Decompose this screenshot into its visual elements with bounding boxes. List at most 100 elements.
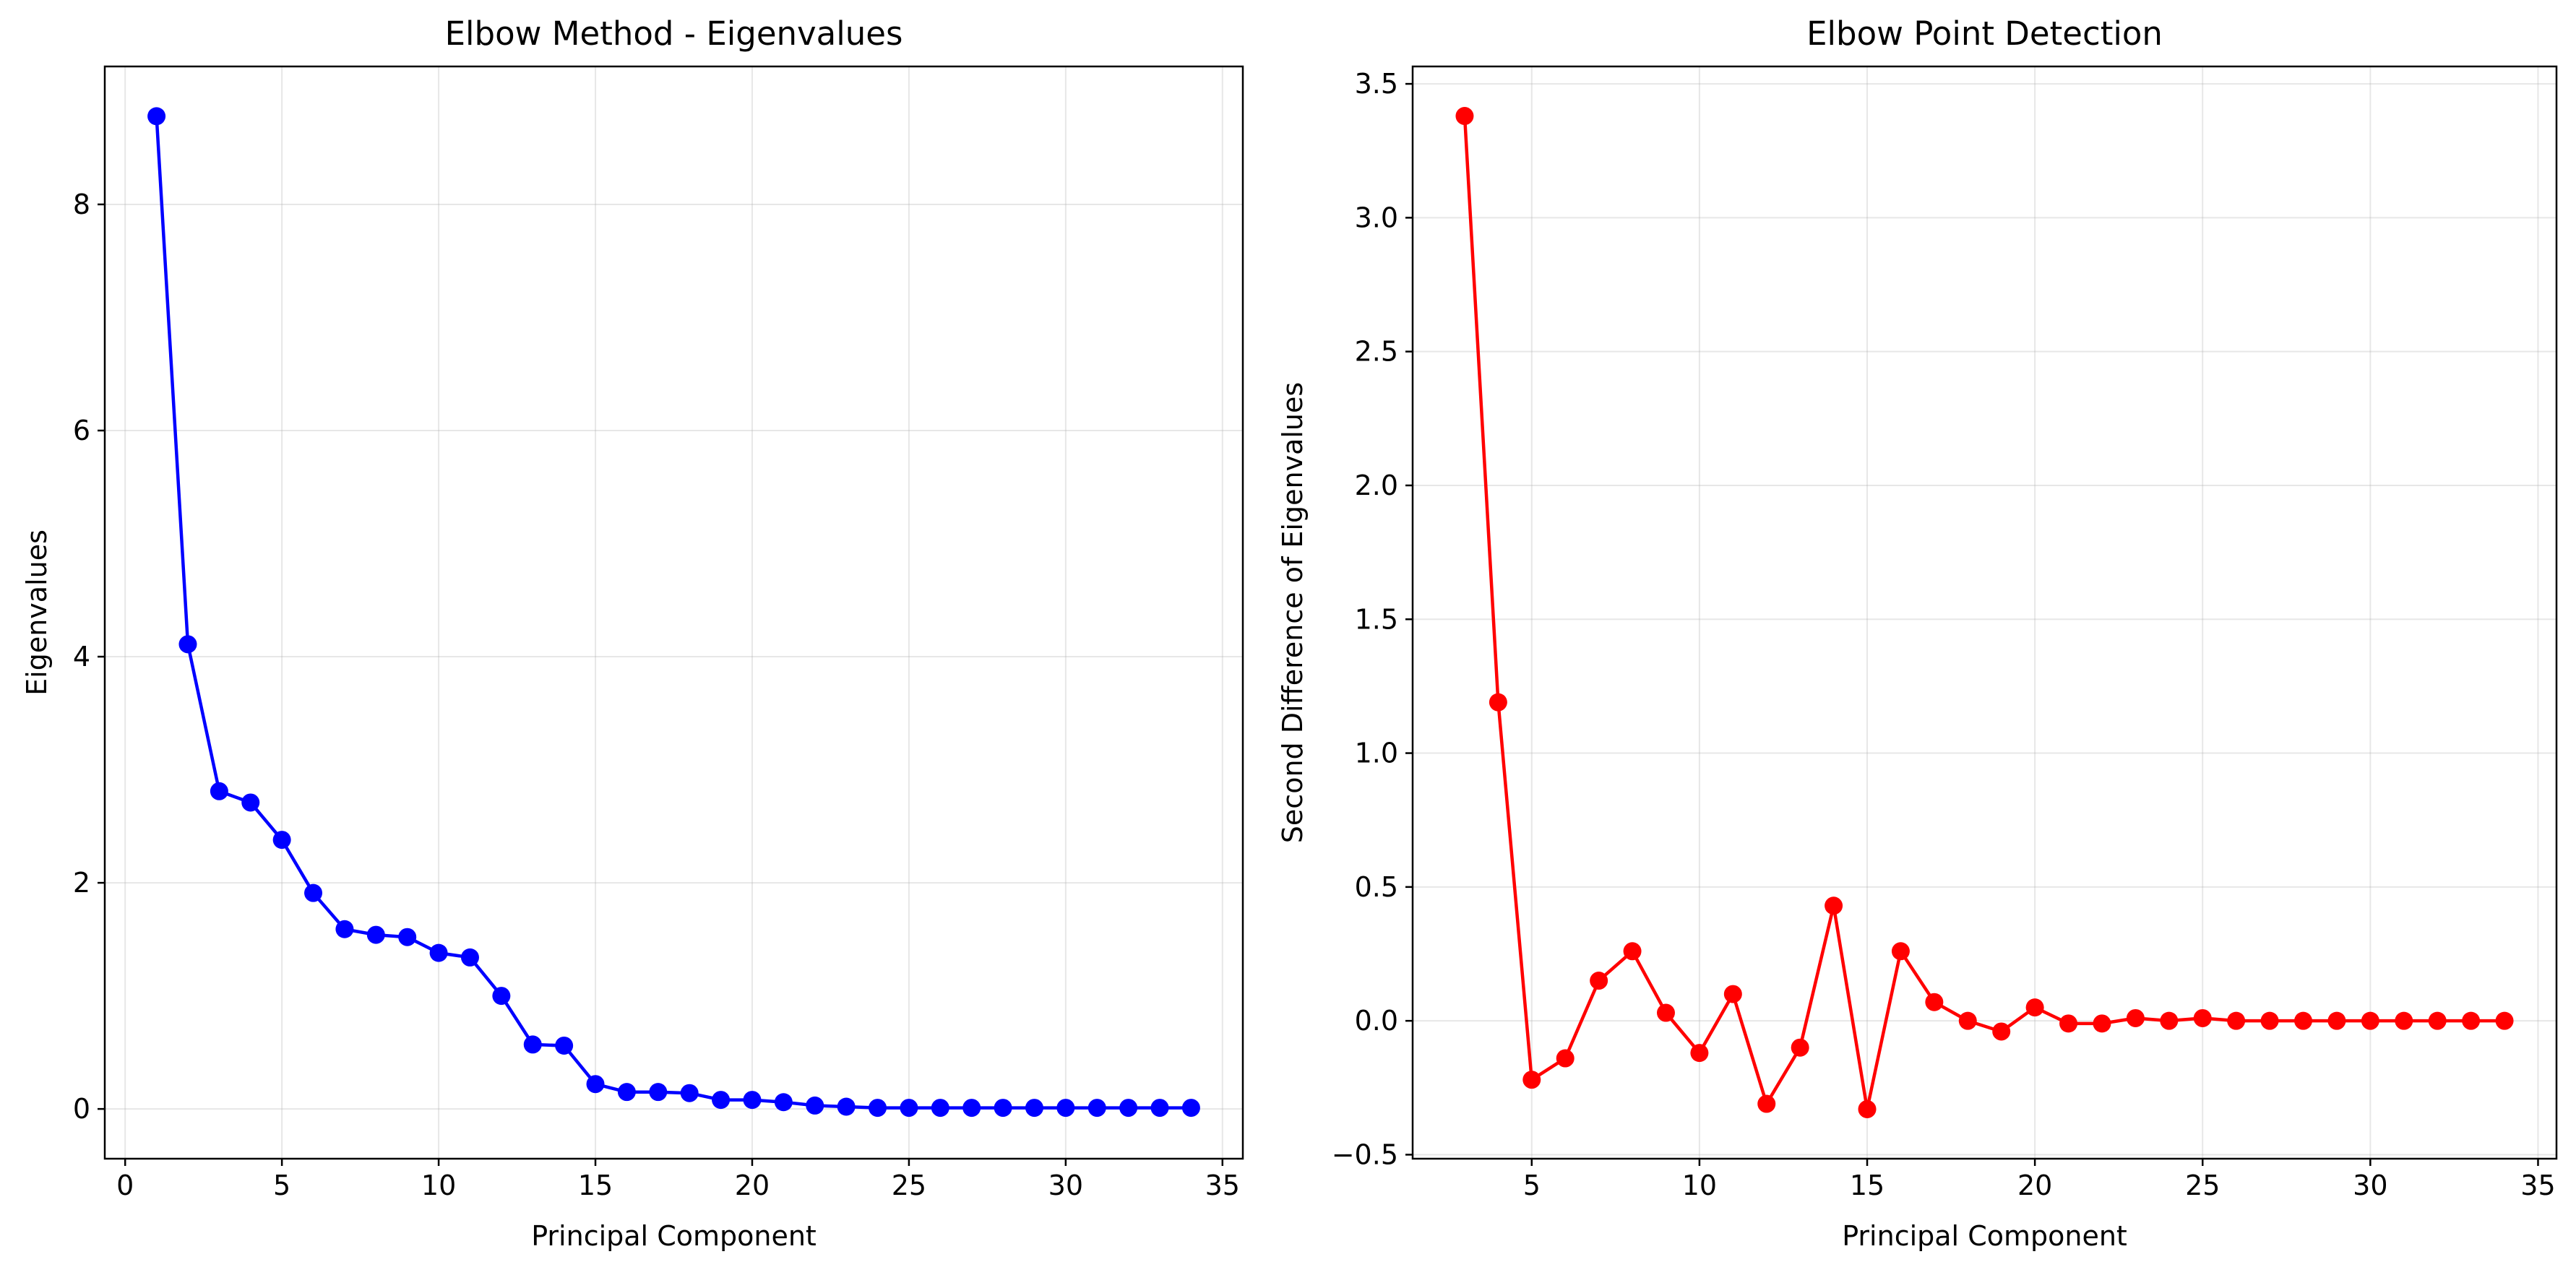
data-point bbox=[712, 1091, 731, 1110]
data-point bbox=[1556, 1049, 1575, 1068]
data-point bbox=[2025, 998, 2044, 1017]
data-point bbox=[2059, 1014, 2078, 1033]
data-point bbox=[931, 1099, 949, 1118]
x-tick-label: 5 bbox=[1523, 1170, 1541, 1201]
data-point bbox=[2160, 1011, 2179, 1030]
data-point bbox=[2361, 1011, 2379, 1030]
x-tick-label: 20 bbox=[735, 1170, 770, 1201]
data-point bbox=[492, 987, 511, 1006]
axes-frame bbox=[1411, 65, 2558, 1160]
y-tick-label: 0.0 bbox=[1355, 1005, 1398, 1037]
data-point bbox=[1825, 896, 1843, 915]
x-tick-label: 5 bbox=[273, 1170, 290, 1201]
elbow-detection-panel: 5 10 15 20 25 30 35 −0.5 0.0 0.5 1.0 1.5 2.0 2.5 3.0 3.… bbox=[1277, 14, 2558, 1252]
y-tick-label: 4 bbox=[73, 641, 90, 673]
x-tick-label: 10 bbox=[421, 1170, 456, 1201]
y-tick-label: 3.0 bbox=[1355, 202, 1398, 233]
data-point bbox=[1858, 1099, 1877, 1118]
data-point bbox=[2428, 1011, 2447, 1030]
data-point bbox=[586, 1075, 605, 1094]
data-point bbox=[2462, 1011, 2481, 1030]
data-point bbox=[617, 1083, 636, 1102]
x-tick-label: 35 bbox=[2520, 1170, 2555, 1201]
series-line bbox=[155, 116, 1192, 1110]
data-point bbox=[2126, 1008, 2145, 1027]
x-axis-label: Principal Component bbox=[1842, 1220, 2127, 1252]
data-point bbox=[1992, 1022, 2011, 1041]
data-point bbox=[1056, 1099, 1075, 1118]
data-point bbox=[1757, 1094, 1776, 1113]
data-point bbox=[1958, 1011, 1977, 1030]
data-point bbox=[2327, 1011, 2346, 1030]
data-point bbox=[1522, 1071, 1541, 1089]
data-point bbox=[2260, 1011, 2279, 1030]
y-tick-label: 0.5 bbox=[1355, 871, 1398, 903]
data-point bbox=[555, 1036, 574, 1055]
data-point bbox=[2227, 1011, 2246, 1030]
data-point bbox=[398, 928, 417, 946]
data-point bbox=[2193, 1008, 2212, 1027]
x-tick-label: 30 bbox=[2353, 1170, 2387, 1201]
chart-title: Elbow Point Detection bbox=[1806, 14, 2163, 53]
data-point bbox=[460, 948, 479, 967]
data-point bbox=[1119, 1099, 1138, 1118]
y-tick-label: −0.5 bbox=[1332, 1138, 1398, 1170]
data-point bbox=[900, 1099, 918, 1118]
data-point bbox=[241, 793, 260, 812]
x-tick-label: 15 bbox=[1850, 1170, 1884, 1201]
data-point bbox=[1150, 1099, 1169, 1118]
y-tick-label: 2.5 bbox=[1355, 336, 1398, 368]
y-tick-label: 8 bbox=[73, 189, 90, 220]
data-point bbox=[523, 1035, 542, 1054]
x-tick-label: 15 bbox=[578, 1170, 613, 1201]
data-point bbox=[774, 1093, 793, 1112]
data-point bbox=[335, 920, 354, 938]
axes-frame bbox=[103, 65, 1244, 1160]
x-tick-label: 20 bbox=[2017, 1170, 2052, 1201]
y-tick-label: 1.0 bbox=[1355, 738, 1398, 769]
data-point bbox=[1791, 1038, 1809, 1057]
data-point bbox=[2093, 1014, 2111, 1033]
data-point bbox=[1590, 972, 1608, 990]
data-point bbox=[1455, 107, 1474, 126]
y-axis-label: Second Difference of Eigenvalues bbox=[1277, 382, 1309, 843]
data-point bbox=[2294, 1011, 2313, 1030]
y-axis-label: Eigenvalues bbox=[21, 530, 53, 696]
y-tick-label: 1.5 bbox=[1355, 603, 1398, 635]
x-tick-label: 0 bbox=[116, 1170, 134, 1201]
y-tick-label: 2 bbox=[73, 867, 90, 899]
data-point bbox=[1181, 1099, 1200, 1118]
data-point bbox=[366, 925, 385, 944]
data-point bbox=[272, 831, 291, 850]
x-tick-label: 25 bbox=[892, 1170, 926, 1201]
data-point bbox=[649, 1083, 668, 1102]
data-point bbox=[869, 1099, 887, 1118]
y-tick-label: 0 bbox=[73, 1093, 90, 1125]
data-point bbox=[1891, 942, 1910, 961]
chart-title: Elbow Method - Eigenvalues bbox=[445, 14, 903, 53]
data-point bbox=[1489, 693, 1507, 712]
data-point bbox=[1723, 985, 1742, 1003]
data-point bbox=[680, 1084, 699, 1102]
data-point bbox=[1656, 1003, 1675, 1022]
x-tick-label: 30 bbox=[1048, 1170, 1083, 1201]
y-tick-label: 3.5 bbox=[1355, 68, 1398, 100]
data-point bbox=[743, 1091, 762, 1110]
y-tick-label: 2.0 bbox=[1355, 470, 1398, 501]
x-axis-label: Principal Component bbox=[531, 1220, 817, 1252]
data-point bbox=[1623, 942, 1642, 961]
x-tick-label: 35 bbox=[1205, 1170, 1240, 1201]
data-point bbox=[1690, 1044, 1709, 1063]
data-point bbox=[962, 1099, 981, 1118]
data-point bbox=[994, 1099, 1012, 1118]
data-point bbox=[210, 782, 228, 800]
data-point bbox=[1087, 1099, 1106, 1118]
data-point bbox=[1025, 1099, 1043, 1118]
eigenvalues-panel: 0 5 10 15 20 25 30 35 0 2 4 6 8 Elbow Method - Eigenv… bbox=[21, 14, 1244, 1252]
data-point bbox=[1925, 993, 1944, 1011]
data-point bbox=[147, 107, 166, 126]
x-tick-label: 25 bbox=[2185, 1170, 2220, 1201]
data-point bbox=[178, 635, 197, 654]
